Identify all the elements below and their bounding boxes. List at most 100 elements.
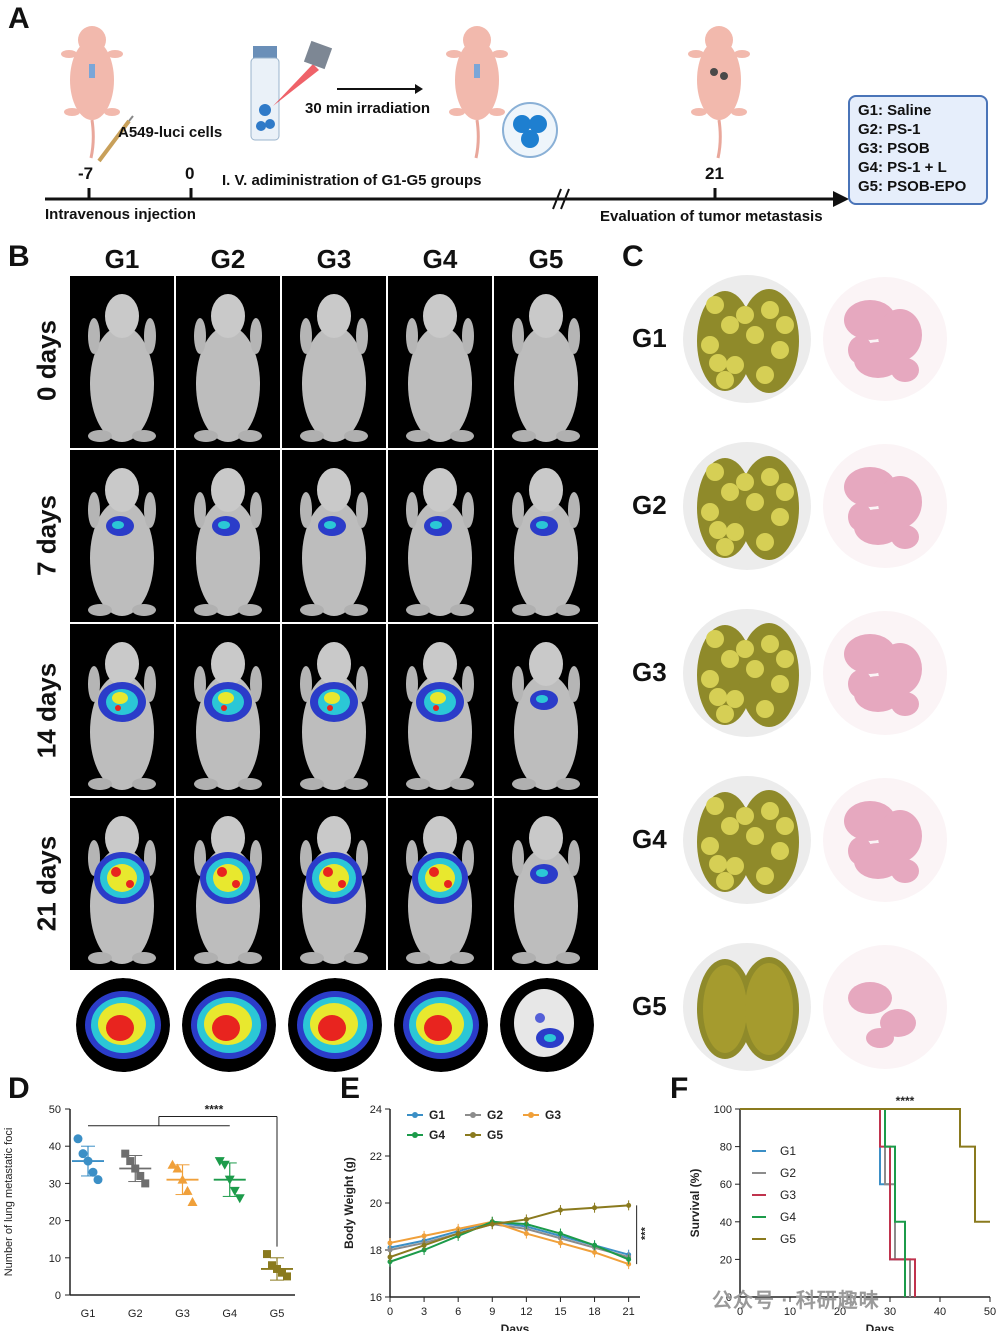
mouse-forelimb <box>406 492 418 528</box>
group-label-g2: G2 <box>632 490 667 520</box>
legend-label-g4: G4 <box>429 1128 445 1142</box>
metastatic-nodule <box>776 483 794 501</box>
group-label-g3: G3 <box>632 657 667 687</box>
mouse-body <box>90 500 154 616</box>
metastatic-nodule <box>716 872 734 890</box>
bioluminescence-signal <box>324 521 336 529</box>
bioluminescence-signal <box>218 521 230 529</box>
mouse-head <box>105 468 139 512</box>
data-point <box>387 1240 393 1246</box>
lung-signal <box>318 1015 346 1041</box>
mouse-forelimb <box>406 666 418 702</box>
lung-row-g1 <box>683 275 947 403</box>
bioluminescence-signal <box>232 880 240 888</box>
metastatic-nodule <box>756 533 774 551</box>
metastatic-nodule <box>761 468 779 486</box>
y-tick-label: 22 <box>370 1151 382 1163</box>
y-tick-label: 40 <box>49 1141 61 1153</box>
mouse-hindlimb <box>132 430 156 442</box>
significance-label: *** <box>640 1226 652 1240</box>
mouse-forelimb <box>250 318 262 354</box>
metastatic-nodule <box>716 538 734 556</box>
timeline-axis <box>45 188 849 210</box>
histology-tissue <box>848 837 872 865</box>
mouse-forelimb <box>406 318 418 354</box>
mouse-hindlimb <box>512 952 536 964</box>
mouse-forelimb <box>250 492 262 528</box>
y-tick-label: 24 <box>370 1104 382 1116</box>
y-axis-label: Body Weight (g) <box>342 1157 356 1249</box>
mouse-hindlimb <box>450 952 474 964</box>
y-tick-label: 0 <box>726 1292 732 1304</box>
metastatic-nodule <box>709 688 727 706</box>
imaging-cell-g2-0-days <box>176 276 280 448</box>
mouse-head <box>423 294 457 338</box>
mouse-head <box>211 468 245 512</box>
metastatic-nodule <box>771 842 789 860</box>
imaging-cell-g4-0-days <box>388 276 492 448</box>
row-label-14-days: 14 days <box>31 662 62 759</box>
data-point <box>78 1149 88 1159</box>
bioluminescence-signal <box>327 705 333 711</box>
bioluminescence-signal <box>218 692 234 704</box>
mouse-forelimb <box>568 840 580 876</box>
mouse-hindlimb <box>238 430 262 442</box>
histology-tissue <box>848 336 872 364</box>
x-tick-label: G5 <box>270 1308 285 1320</box>
ex-vivo-lung-g5 <box>500 978 594 1072</box>
data-point <box>167 1159 178 1169</box>
y-axis-label: Number of lung metastatic foci <box>3 1128 15 1277</box>
y-axis-label: Survival (%) <box>688 1169 702 1238</box>
legend-label-g2: G2 <box>780 1166 796 1180</box>
bioluminescence-signal <box>217 867 227 877</box>
x-tick-label: 20 <box>834 1306 846 1318</box>
mouse-forelimb <box>568 318 580 354</box>
mouse-head <box>105 642 139 686</box>
lung-signal <box>424 1015 452 1041</box>
metastatic-nodule <box>756 867 774 885</box>
x-tick-label: 30 <box>884 1306 896 1318</box>
y-tick-label: 50 <box>49 1104 61 1116</box>
data-point <box>592 1242 598 1248</box>
lung-signal <box>535 1013 545 1023</box>
histology-tissue <box>848 503 872 531</box>
imaging-cell-g2-7-days <box>176 450 280 622</box>
mouse-hindlimb <box>450 430 474 442</box>
legend-label-g1: G1 <box>429 1108 445 1122</box>
mouse-hindlimb <box>132 604 156 616</box>
group-legend-box: G1: Saline G2: PS-1 G3: PSOB G4: PS-1 + … <box>848 95 988 205</box>
bioluminescence-signal <box>115 705 121 711</box>
mouse-illustration-2 <box>446 26 508 159</box>
syringe-icon <box>97 115 134 163</box>
chart-e-body-weight: 16 18 20 22 24 0 3 6 9 12 15 18 21 Days Body Weight (g… <box>342 1104 652 1331</box>
bioluminescence-signal <box>433 705 439 711</box>
mouse-head <box>105 294 139 338</box>
data-point <box>489 1221 495 1227</box>
mouse-forelimb <box>88 666 100 702</box>
mouse-hindlimb <box>406 778 430 790</box>
row-label-21-days: 21 days <box>31 835 62 932</box>
mouse-forelimb <box>356 318 368 354</box>
metastatic-nodule <box>709 354 727 372</box>
column-header-g5: G5 <box>528 244 564 274</box>
metastatic-nodule <box>716 705 734 723</box>
mouse-forelimb <box>194 666 206 702</box>
data-point <box>172 1163 183 1173</box>
mouse-forelimb <box>300 666 312 702</box>
mouse-hindlimb <box>88 604 112 616</box>
bioluminescence-signal <box>425 864 455 892</box>
mouse-forelimb <box>250 666 262 702</box>
data-point <box>121 1149 130 1158</box>
histology-tissue <box>866 1028 894 1048</box>
imaging-cell-g4-7-days <box>388 450 492 622</box>
mouse-forelimb <box>300 492 312 528</box>
data-point <box>455 1231 461 1237</box>
legend-label-g5: G5 <box>780 1232 796 1246</box>
bioluminescence-signal <box>536 521 548 529</box>
mouse-illustration-3 <box>688 26 750 159</box>
data-point <box>557 1240 563 1246</box>
significance-label: **** <box>896 1094 915 1108</box>
y-tick-label: 20 <box>370 1198 382 1210</box>
mouse-body <box>514 326 578 442</box>
data-point <box>283 1272 291 1281</box>
